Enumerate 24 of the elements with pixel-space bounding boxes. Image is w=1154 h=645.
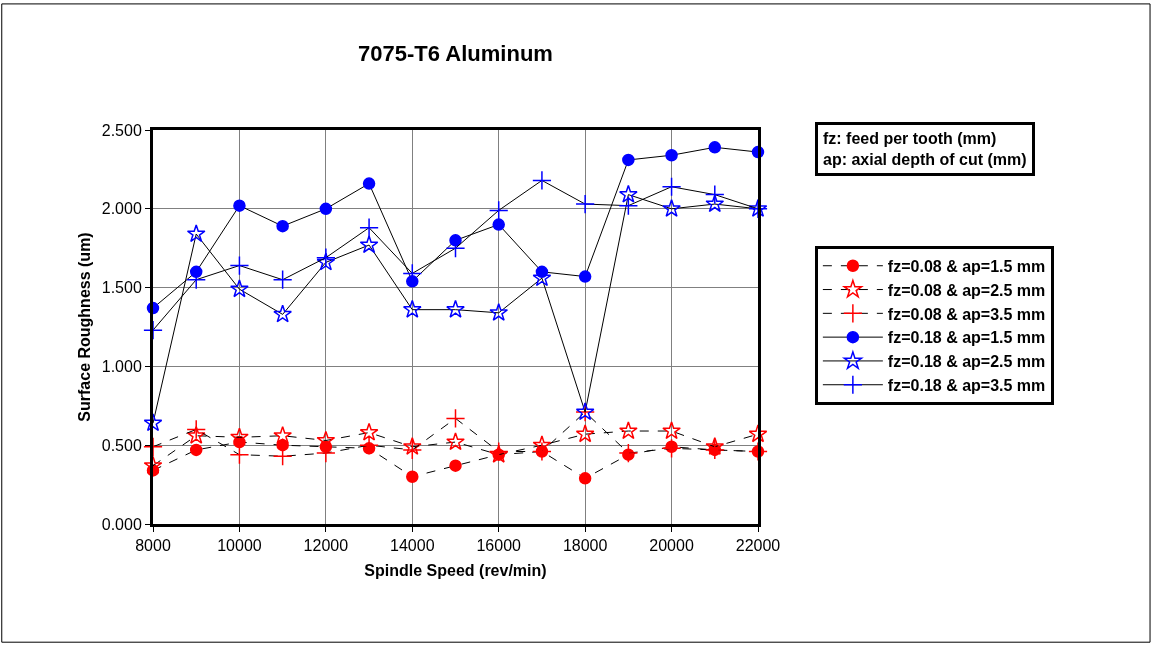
x-axis-title: Spindle Speed (rev/min) (364, 561, 547, 579)
chart-title: 7075-T6 Aluminum (358, 40, 553, 66)
y-tick-label: 0.000 (101, 515, 142, 533)
legend-label: fz=0.18 & ap=1.5 mm (887, 329, 1046, 347)
x-tick-label: 16000 (476, 537, 522, 555)
y-tick-label: 1.000 (101, 358, 142, 375)
y-tick-label: 1.500 (101, 279, 142, 297)
x-tick-label: 18000 (562, 537, 608, 555)
legend-label: fz=0.18 & ap=3.5 mm (887, 376, 1046, 394)
y-tick-label: 0.500 (101, 436, 142, 454)
x-tick-label: 14000 (390, 537, 435, 555)
text: fz: feed per tooth (mm) ap: axial depth of cut (mm) (823, 130, 1027, 168)
legend-label: fz=0.08 & ap=3.5 mm (887, 305, 1046, 323)
y-tick-label: 2.500 (101, 121, 142, 139)
x-tick-label: 10000 (217, 537, 262, 555)
x-tick-label: 20000 (649, 537, 694, 555)
x-tick-label: 22000 (735, 537, 781, 555)
x-tick-label: 8000 (135, 537, 171, 555)
legend-label: fz=0.08 & ap=1.5 mm (887, 257, 1046, 275)
y-tick-label: 2.000 (101, 200, 142, 218)
legend-label: fz=0.18 & ap=2.5 mm (887, 353, 1046, 371)
x-tick-label: 12000 (303, 537, 349, 555)
y-axis-title: Surface Roughness (um) (75, 232, 93, 422)
legend-label: fz=0.08 & ap=2.5 mm (887, 281, 1046, 299)
